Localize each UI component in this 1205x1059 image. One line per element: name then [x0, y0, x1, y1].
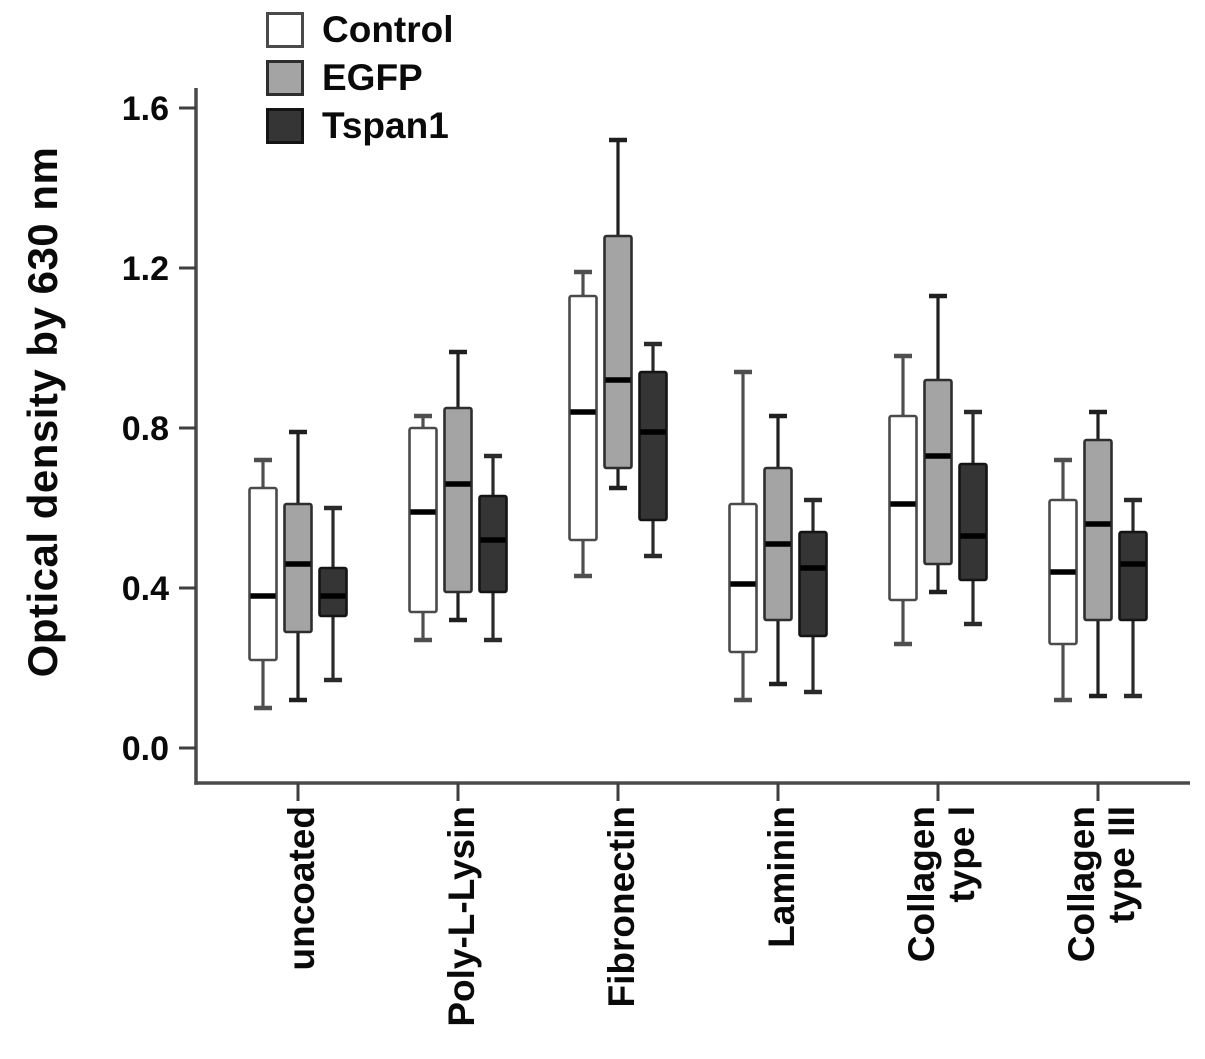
legend-item-egfp: EGFP — [266, 59, 454, 96]
legend-item-tspan1: Tspan1 — [266, 107, 454, 144]
x-tick-label: uncoated — [281, 806, 322, 970]
x-tick-label: Collagen — [1061, 806, 1102, 962]
legend-item-control: Control — [266, 11, 454, 48]
x-tick-label: Poly-L-Lysin — [441, 806, 482, 1027]
x-tick-label: type I — [941, 806, 982, 903]
y-tick-label: 0.4 — [122, 570, 169, 608]
box-control — [248, 486, 278, 662]
legend-label-control: Control — [322, 9, 454, 50]
y-tick-label: 1.2 — [122, 250, 169, 288]
y-tick-label: 1.6 — [122, 90, 169, 128]
legend-swatch-tspan1 — [266, 107, 304, 144]
box-control — [568, 294, 598, 542]
box-tspan1 — [798, 530, 828, 638]
y-tick-label: 0.0 — [122, 730, 169, 768]
x-tick-label: type III — [1101, 806, 1142, 923]
x-tick-label: Fibronectin — [601, 806, 642, 1007]
legend: Control EGFP Tspan1 — [266, 11, 454, 155]
y-tick-label: 0.8 — [122, 410, 169, 448]
box-tspan1 — [478, 494, 508, 594]
legend-swatch-control — [266, 11, 304, 48]
box-egfp — [603, 234, 633, 470]
box-control — [728, 502, 758, 654]
box-egfp — [283, 502, 313, 634]
legend-label-egfp: EGFP — [322, 57, 423, 98]
legend-label-tspan1: Tspan1 — [322, 105, 449, 146]
box-control — [888, 414, 918, 602]
legend-swatch-egfp — [266, 59, 304, 96]
box-tspan1 — [1118, 530, 1148, 622]
box-egfp — [443, 406, 473, 594]
box-control — [408, 426, 438, 614]
box-egfp — [1083, 438, 1113, 622]
x-tick-label: Collagen — [901, 806, 942, 962]
x-tick-label: Laminin — [761, 806, 802, 948]
box-tspan1 — [638, 370, 668, 522]
box-egfp — [923, 378, 953, 566]
box-tspan1 — [318, 566, 348, 618]
box-tspan1 — [958, 462, 988, 582]
